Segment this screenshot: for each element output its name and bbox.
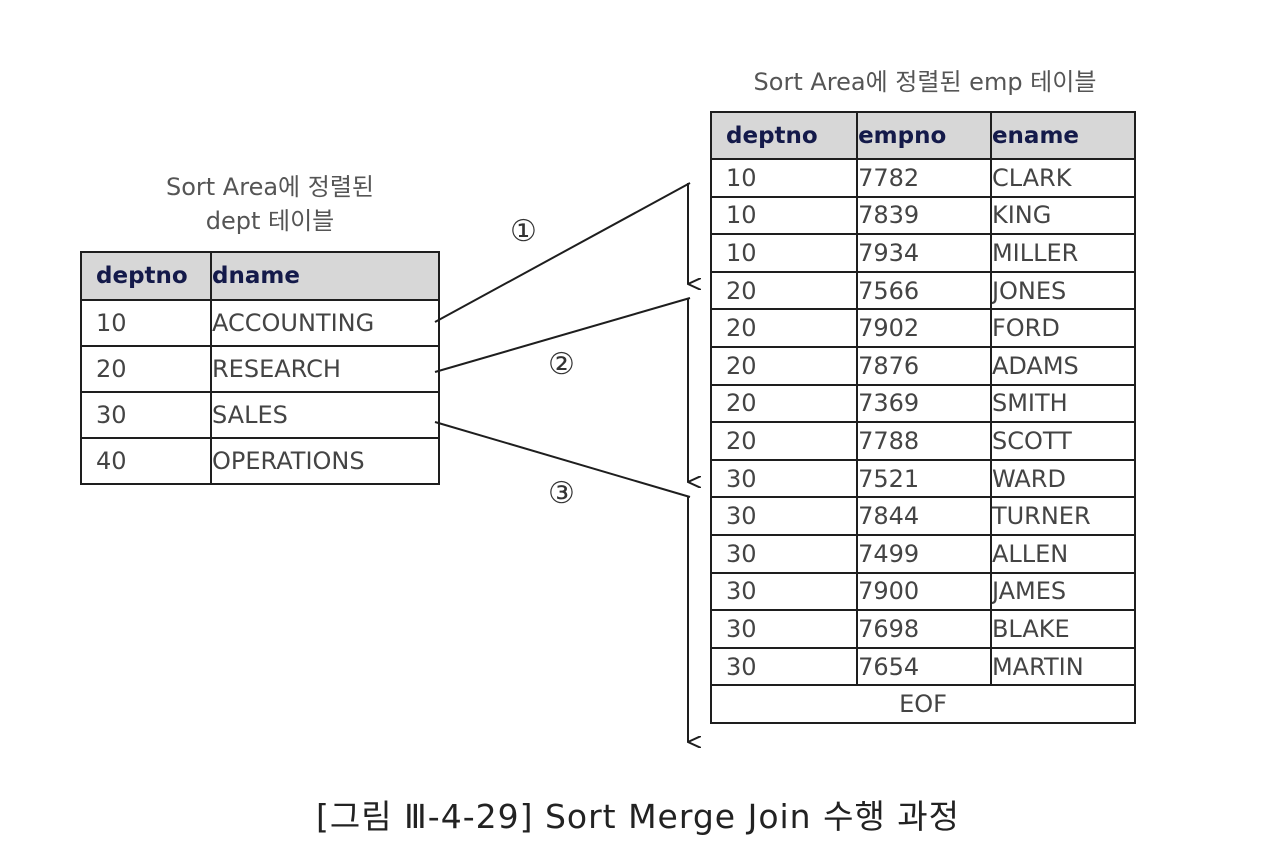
emp-table: deptno empno ename 10 7782 CLARK 10 7839…: [709, 111, 1137, 724]
emp-cell-empno: 7902: [856, 308, 992, 348]
emp-cell-empno: 7900: [856, 571, 992, 612]
emp-row: 10 7934 MILLER: [709, 233, 1137, 273]
dept-cell-dname: OPERATIONS: [210, 437, 440, 485]
emp-cell-ename: JONES: [989, 270, 1137, 311]
emp-cell-deptno: 20: [709, 421, 859, 461]
emp-cell-empno: 7566: [856, 270, 992, 311]
emp-cell-ename: SCOTT: [989, 421, 1137, 461]
emp-cell-deptno: 30: [709, 571, 859, 612]
dept-table: deptno dname 10 ACCOUNTING 20 RESEARCH 3…: [80, 251, 440, 485]
emp-cell-empno: 7654: [856, 646, 992, 687]
step-2-marker: ②: [548, 347, 575, 382]
dept-cell-dname: ACCOUNTING: [210, 299, 440, 347]
dept-cell-deptno: 40: [80, 437, 212, 485]
emp-table-caption: Sort Area에 정렬된 emp 테이블: [753, 68, 1097, 96]
emp-cell-deptno: 30: [709, 646, 859, 687]
dept-row: 10 ACCOUNTING: [80, 299, 440, 347]
dept-row: 30 SALES: [80, 391, 440, 439]
emp-cell-ename: BLAKE: [989, 609, 1137, 649]
emp-cell-ename: ADAMS: [989, 345, 1137, 386]
emp-cell-empno: 7369: [856, 383, 992, 424]
emp-cell-empno: 7844: [856, 496, 992, 536]
link-line-step3: [434, 421, 691, 498]
dept-row: 20 RESEARCH: [80, 345, 440, 393]
emp-cell-ename: JAMES: [989, 571, 1137, 612]
emp-row: 10 7782 CLARK: [709, 158, 1137, 198]
emp-row: 30 7844 TURNER: [709, 496, 1137, 536]
emp-cell-ename: MILLER: [989, 233, 1137, 273]
emp-cell-ename: FORD: [989, 308, 1137, 348]
link-line-step2: [434, 297, 691, 373]
emp-cell-deptno: 20: [709, 383, 859, 424]
dept-row: 40 OPERATIONS: [80, 437, 440, 485]
emp-cell-empno: 7499: [856, 533, 992, 574]
emp-cell-deptno: 30: [709, 458, 859, 499]
emp-cell-empno: 7782: [856, 158, 992, 198]
dept-caption-line1: Sort Area에 정렬된: [165, 173, 374, 201]
dept-cell-deptno: 30: [80, 391, 212, 439]
emp-cell-deptno: 10: [709, 195, 859, 236]
emp-cell-empno: 7698: [856, 609, 992, 649]
emp-cell-empno: 7934: [856, 233, 992, 273]
emp-row: 30 7521 WARD: [709, 458, 1137, 499]
dept-header-deptno: deptno: [80, 251, 212, 301]
step-3-marker: ③: [548, 476, 575, 511]
dept-cell-dname: SALES: [210, 391, 440, 439]
emp-cell-ename: TURNER: [989, 496, 1137, 536]
emp-cell-deptno: 20: [709, 270, 859, 311]
emp-cell-empno: 7521: [856, 458, 992, 499]
emp-row: 20 7876 ADAMS: [709, 345, 1137, 386]
emp-cell-deptno: 20: [709, 345, 859, 386]
emp-cell-empno: 7839: [856, 195, 992, 236]
emp-cell-ename: MARTIN: [989, 646, 1137, 687]
emp-cell-ename: SMITH: [989, 383, 1137, 424]
emp-eof-row: EOF: [710, 684, 1136, 724]
emp-row: 10 7839 KING: [709, 195, 1137, 236]
emp-header-empno: empno: [856, 111, 992, 160]
emp-cell-empno: 7876: [856, 345, 992, 386]
emp-header-ename: ename: [989, 111, 1137, 160]
step-1-marker: ①: [510, 214, 537, 249]
dept-cell-deptno: 20: [80, 345, 212, 393]
emp-cell-deptno: 20: [709, 308, 859, 348]
dept-cell-dname: RESEARCH: [210, 345, 440, 393]
emp-header-deptno: deptno: [709, 111, 859, 160]
emp-cell-deptno: 30: [709, 533, 859, 574]
dept-cell-deptno: 10: [80, 299, 212, 347]
emp-row: 30 7499 ALLEN: [709, 533, 1137, 574]
emp-row: 30 7654 MARTIN: [709, 646, 1137, 687]
emp-row: 20 7902 FORD: [709, 308, 1137, 348]
emp-cell-deptno: 30: [709, 496, 859, 536]
dept-header-row: deptno dname: [80, 251, 440, 301]
emp-header-row: deptno empno ename: [709, 111, 1137, 160]
emp-cell-deptno: 10: [709, 233, 859, 273]
emp-row: 20 7566 JONES: [709, 270, 1137, 311]
emp-cell-empno: 7788: [856, 421, 992, 461]
link-line-step1: [434, 182, 691, 323]
dept-table-caption: Sort Area에 정렬된 dept 테이블: [120, 170, 420, 238]
emp-row: 20 7788 SCOTT: [709, 421, 1137, 461]
emp-row: 20 7369 SMITH: [709, 383, 1137, 424]
emp-cell-deptno: 10: [709, 158, 859, 198]
emp-row: 30 7900 JAMES: [709, 571, 1137, 612]
emp-cell-ename: CLARK: [989, 158, 1137, 198]
emp-cell-ename: ALLEN: [989, 533, 1137, 574]
emp-cell-ename: WARD: [989, 458, 1137, 499]
emp-row: 30 7698 BLAKE: [709, 609, 1137, 649]
dept-caption-line2: dept 테이블: [205, 207, 335, 235]
emp-cell-ename: KING: [989, 195, 1137, 236]
figure-caption: [그림 Ⅲ-4-29] Sort Merge Join 수행 과정: [315, 797, 961, 836]
emp-eof-cell: EOF: [710, 684, 1136, 724]
dept-header-dname: dname: [210, 251, 440, 301]
emp-cell-deptno: 30: [709, 609, 859, 649]
